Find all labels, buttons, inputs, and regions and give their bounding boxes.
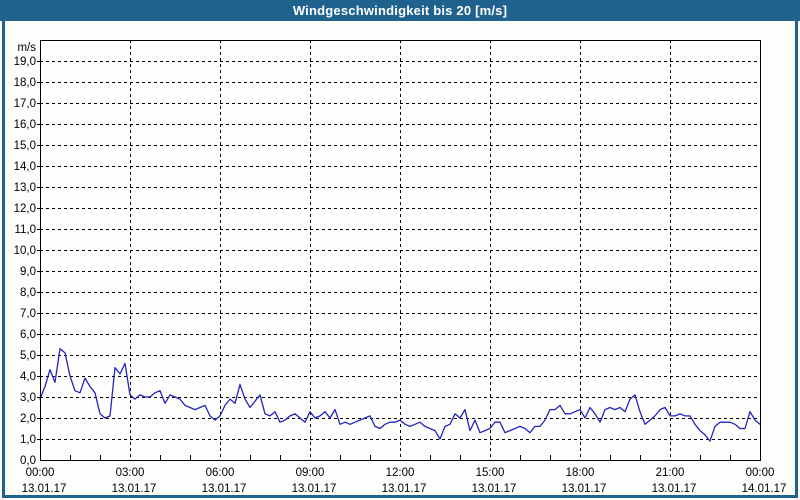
svg-text:19,0: 19,0 [14,56,36,68]
title-bar: Windgeschwindigkeit bis 20 [m/s] [0,0,800,21]
svg-text:06:00: 06:00 [206,467,235,479]
svg-text:13.01.17: 13.01.17 [472,483,517,495]
svg-text:9,0: 9,0 [20,266,36,278]
svg-text:0,0: 0,0 [20,455,36,467]
svg-text:18,0: 18,0 [14,77,36,89]
svg-text:13.01.17: 13.01.17 [382,483,427,495]
svg-text:10,0: 10,0 [14,245,36,257]
svg-text:00:00: 00:00 [746,467,775,479]
svg-text:13.01.17: 13.01.17 [202,483,247,495]
svg-text:5,0: 5,0 [20,350,36,362]
svg-text:11,0: 11,0 [14,224,36,236]
svg-text:12,0: 12,0 [14,203,36,215]
svg-text:6,0: 6,0 [20,329,36,341]
svg-text:13.01.17: 13.01.17 [22,483,67,495]
svg-text:13.01.17: 13.01.17 [112,483,157,495]
plot-border [40,40,761,461]
svg-text:7,0: 7,0 [20,308,36,320]
svg-text:2,0: 2,0 [20,413,36,425]
svg-text:13.01.17: 13.01.17 [652,483,697,495]
svg-text:13.01.17: 13.01.17 [292,483,337,495]
svg-text:17,0: 17,0 [14,98,36,110]
svg-text:8,0: 8,0 [20,287,36,299]
y-axis-unit-label: m/s [17,42,36,54]
svg-text:09:00: 09:00 [296,467,325,479]
svg-text:4,0: 4,0 [20,371,36,383]
svg-text:21:00: 21:00 [656,467,685,479]
svg-text:3,0: 3,0 [20,392,36,404]
svg-text:14.01.17: 14.01.17 [742,483,787,495]
y-tick-labels: 19,0 18,0 17,0 16,0 15,0 14,0 13,0 12,0 11,0 10,0… [14,56,36,467]
svg-text:15,0: 15,0 [14,140,36,152]
svg-text:13,0: 13,0 [14,182,36,194]
svg-text:12:00: 12:00 [386,467,415,479]
svg-text:1,0: 1,0 [20,434,36,446]
svg-text:00:00: 00:00 [26,467,55,479]
chart-title: Windgeschwindigkeit bis 20 [m/s] [292,3,508,18]
svg-text:18:00: 18:00 [566,467,595,479]
svg-text:13.01.17: 13.01.17 [562,483,607,495]
wind-speed-line [39,348,761,442]
svg-text:15:00: 15:00 [476,467,505,479]
x-gridlines [70,40,731,460]
svg-text:03:00: 03:00 [116,467,145,479]
svg-text:14,0: 14,0 [14,161,36,173]
svg-text:16,0: 16,0 [14,119,36,131]
x-tick-labels: 00:00 13.01.17 03:00 13.01.17 06:00 13.01.17 0… [22,467,787,495]
